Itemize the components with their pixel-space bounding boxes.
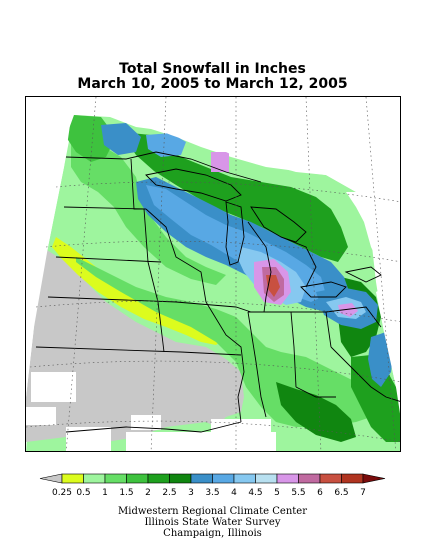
legend-swatch bbox=[298, 473, 321, 484]
no-data-block-4 bbox=[131, 415, 161, 430]
legend-swatch bbox=[233, 473, 256, 484]
legend-break-label: 5 bbox=[274, 488, 280, 498]
legend-swatch bbox=[276, 473, 299, 484]
state-boundaries bbox=[35, 151, 400, 433]
credit-survey: Illinois State Water Survey bbox=[144, 517, 281, 528]
snowfall-map-canvas bbox=[26, 97, 400, 451]
legend-swatch bbox=[169, 473, 192, 484]
legend-arrow-high bbox=[362, 473, 386, 484]
snowfall-band-25-sw bbox=[276, 382, 356, 442]
no-data-canada bbox=[74, 97, 400, 192]
great-lakes bbox=[145, 168, 382, 313]
snowfall-peak-east-5 bbox=[338, 303, 358, 317]
legend-break-label: 6.5 bbox=[334, 488, 348, 498]
legend-break-label: 4 bbox=[231, 488, 237, 498]
legend-break-label: 4.5 bbox=[248, 488, 262, 498]
legend-break-label: 2 bbox=[145, 488, 151, 498]
no-data-block-6 bbox=[126, 432, 276, 451]
legend-break-label: 5.5 bbox=[291, 488, 305, 498]
legend-break-label: 2.5 bbox=[162, 488, 176, 498]
legend-swatch bbox=[104, 473, 127, 484]
legend-colorbar: 0.25 0.5 1 1.5 2 2.5 3 3.5 4 4.5 5 5.5 6 6.5 7 bbox=[39, 473, 386, 498]
legend-break-label: 1.5 bbox=[119, 488, 133, 498]
legend-break-label: 1 bbox=[102, 488, 108, 498]
legend-break-label: 7 bbox=[360, 488, 366, 498]
snowfall-patch-north-5 bbox=[211, 152, 229, 172]
legend-swatch bbox=[190, 473, 213, 484]
snowfall-map bbox=[25, 96, 401, 452]
legend-swatch bbox=[126, 473, 149, 484]
legend-arrow-low bbox=[39, 473, 63, 484]
legend-swatch bbox=[61, 473, 84, 484]
map-title: Total Snowfall in Inches bbox=[119, 61, 306, 77]
snowfall-band-1 bbox=[76, 257, 378, 427]
legend-break-label: 6 bbox=[317, 488, 323, 498]
map-domain-mask-right bbox=[376, 278, 400, 414]
no-data-block-2 bbox=[26, 407, 56, 425]
legend-swatch bbox=[212, 473, 235, 484]
snowfall-band-2-north bbox=[121, 132, 348, 262]
legend-break-label: 3.5 bbox=[205, 488, 219, 498]
legend-swatch bbox=[147, 473, 170, 484]
no-data-block-1 bbox=[31, 372, 76, 402]
snowfall-patch-north-35 bbox=[146, 133, 186, 157]
snowfall-missing-west bbox=[26, 247, 244, 442]
legend-swatch bbox=[255, 473, 278, 484]
no-data-block-3 bbox=[66, 427, 111, 451]
graticule bbox=[26, 97, 400, 451]
legend-swatch bbox=[319, 473, 342, 484]
legend-break-label: 0.25 bbox=[52, 488, 72, 498]
snowfall-legend: 0.25 0.5 1 1.5 2 2.5 3 3.5 4 4.5 5 5.5 6 6.5 7 bbox=[39, 472, 386, 500]
map-date-range: March 10, 2005 to March 12, 2005 bbox=[77, 76, 348, 92]
credit-organization: Midwestern Regional Climate Center bbox=[118, 506, 307, 517]
legend-swatch bbox=[83, 473, 106, 484]
snowfall-band-15-north bbox=[71, 137, 226, 285]
legend-swatch bbox=[341, 473, 364, 484]
snowfall-patch-north-3 bbox=[101, 123, 141, 155]
legend-break-label: 3 bbox=[188, 488, 194, 498]
map-domain-mask-left bbox=[26, 97, 74, 397]
legend-break-label: 0.5 bbox=[76, 488, 90, 498]
no-data-east bbox=[346, 192, 400, 277]
credit-location: Champaign, Illinois bbox=[163, 528, 262, 539]
